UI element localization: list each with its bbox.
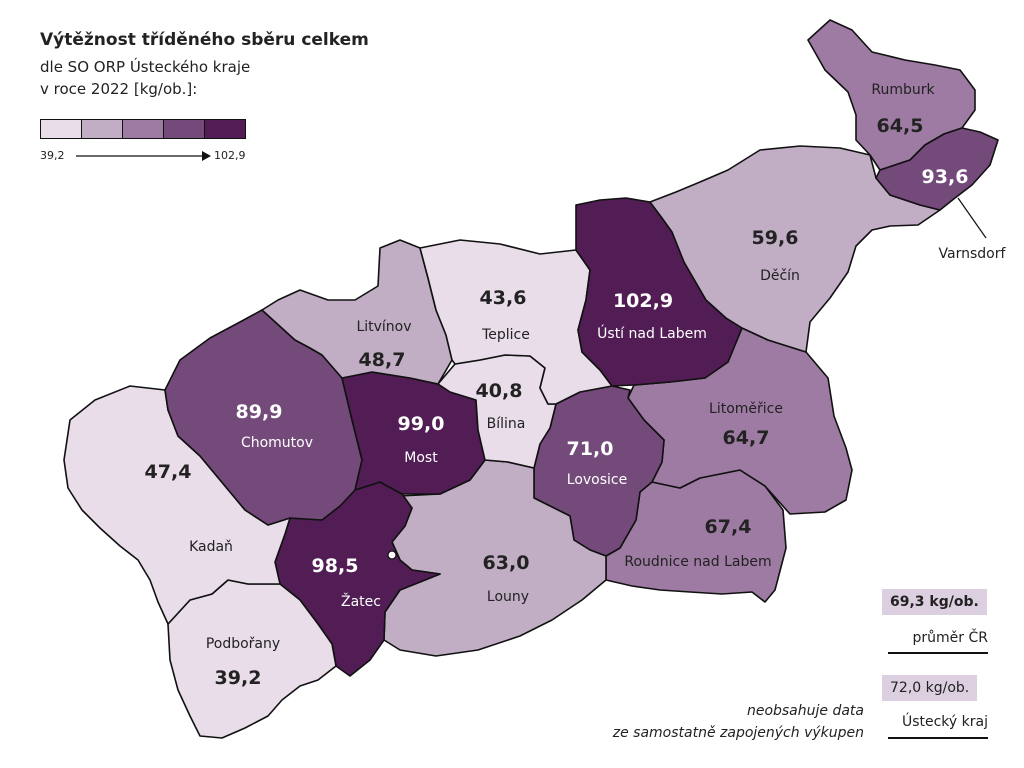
label-kadan-name: Kadaň	[189, 539, 233, 555]
label-varnsdorf-name: Varnsdorf	[939, 246, 1007, 262]
label-litvinov-value: 48,7	[359, 349, 406, 371]
label-zatec-name: Žatec	[341, 592, 381, 610]
legend-scale	[40, 119, 246, 139]
label-roudnice-value: 67,4	[705, 516, 752, 538]
label-chomutov-name: Chomutov	[241, 435, 313, 451]
label-most-name: Most	[404, 450, 438, 466]
label-roudnice-name: Roudnice nad Labem	[624, 554, 771, 570]
region-decin[interactable]	[649, 145, 941, 353]
avg-cr-label: průměr ČR	[912, 630, 988, 646]
label-podborany-value: 39,2	[215, 667, 262, 689]
label-varnsdorf-value: 93,6	[922, 166, 969, 188]
legend-max-label: 102,9	[214, 149, 246, 162]
label-most-value: 99,0	[398, 413, 445, 435]
legend-min-label: 39,2	[40, 149, 65, 162]
label-kadan-value: 47,4	[145, 461, 192, 483]
label-zatec-value: 98,5	[312, 555, 359, 577]
label-litomerice-value: 64,7	[723, 427, 770, 449]
avg-cr-value: 69,3 kg/ob.	[882, 589, 987, 615]
label-litvinov-name: Litvínov	[356, 319, 411, 335]
label-rumburk-name: Rumburk	[871, 82, 935, 98]
label-usti-name: Ústí nad Labem	[597, 324, 707, 342]
label-lovosice-value: 71,0	[567, 438, 614, 460]
avg-kraj-value: 72,0 kg/ob.	[882, 675, 978, 701]
label-decin-value: 59,6	[752, 227, 799, 249]
avg-kraj-label: Ústecký kraj	[901, 714, 988, 730]
label-louny-name: Louny	[487, 589, 529, 605]
label-bilina-value: 40,8	[476, 380, 523, 402]
note-block: neobsahuje data ze samostatně zapojených…	[613, 700, 864, 744]
region-varnsdorf[interactable]	[875, 127, 999, 211]
legend-swatch-5	[204, 119, 246, 139]
avg-kraj-underline	[888, 737, 988, 739]
avg-cr-underline	[888, 652, 988, 654]
title-block: Výtěžnost tříděného sběru celkem dle SO …	[40, 30, 369, 100]
label-rumburk-value: 64,5	[877, 115, 924, 137]
label-bilina-name: Bílina	[487, 416, 526, 432]
note-line-2: ze samostatně zapojených výkupen	[612, 725, 864, 741]
label-chomutov-value: 89,9	[236, 401, 283, 423]
label-louny-value: 63,0	[483, 552, 530, 574]
label-litomerice-name: Litoměřice	[709, 401, 783, 417]
label-teplice-name: Teplice	[481, 327, 530, 343]
label-usti-value: 102,9	[613, 290, 673, 312]
note-line-1: neobsahuje data	[746, 703, 864, 719]
subtitle-line-2: v roce 2022 [kg/ob.]:	[40, 80, 198, 98]
map-title: Výtěžnost tříděného sběru celkem	[40, 30, 369, 50]
label-decin-name: Děčín	[760, 268, 800, 284]
label-teplice-value: 43,6	[480, 287, 527, 309]
legend-arrow-icon	[76, 151, 211, 161]
label-podborany-name: Podbořany	[206, 636, 280, 652]
label-lovosice-name: Lovosice	[567, 472, 627, 488]
subtitle-line-1: dle SO ORP Ústeckého kraje	[40, 58, 251, 76]
